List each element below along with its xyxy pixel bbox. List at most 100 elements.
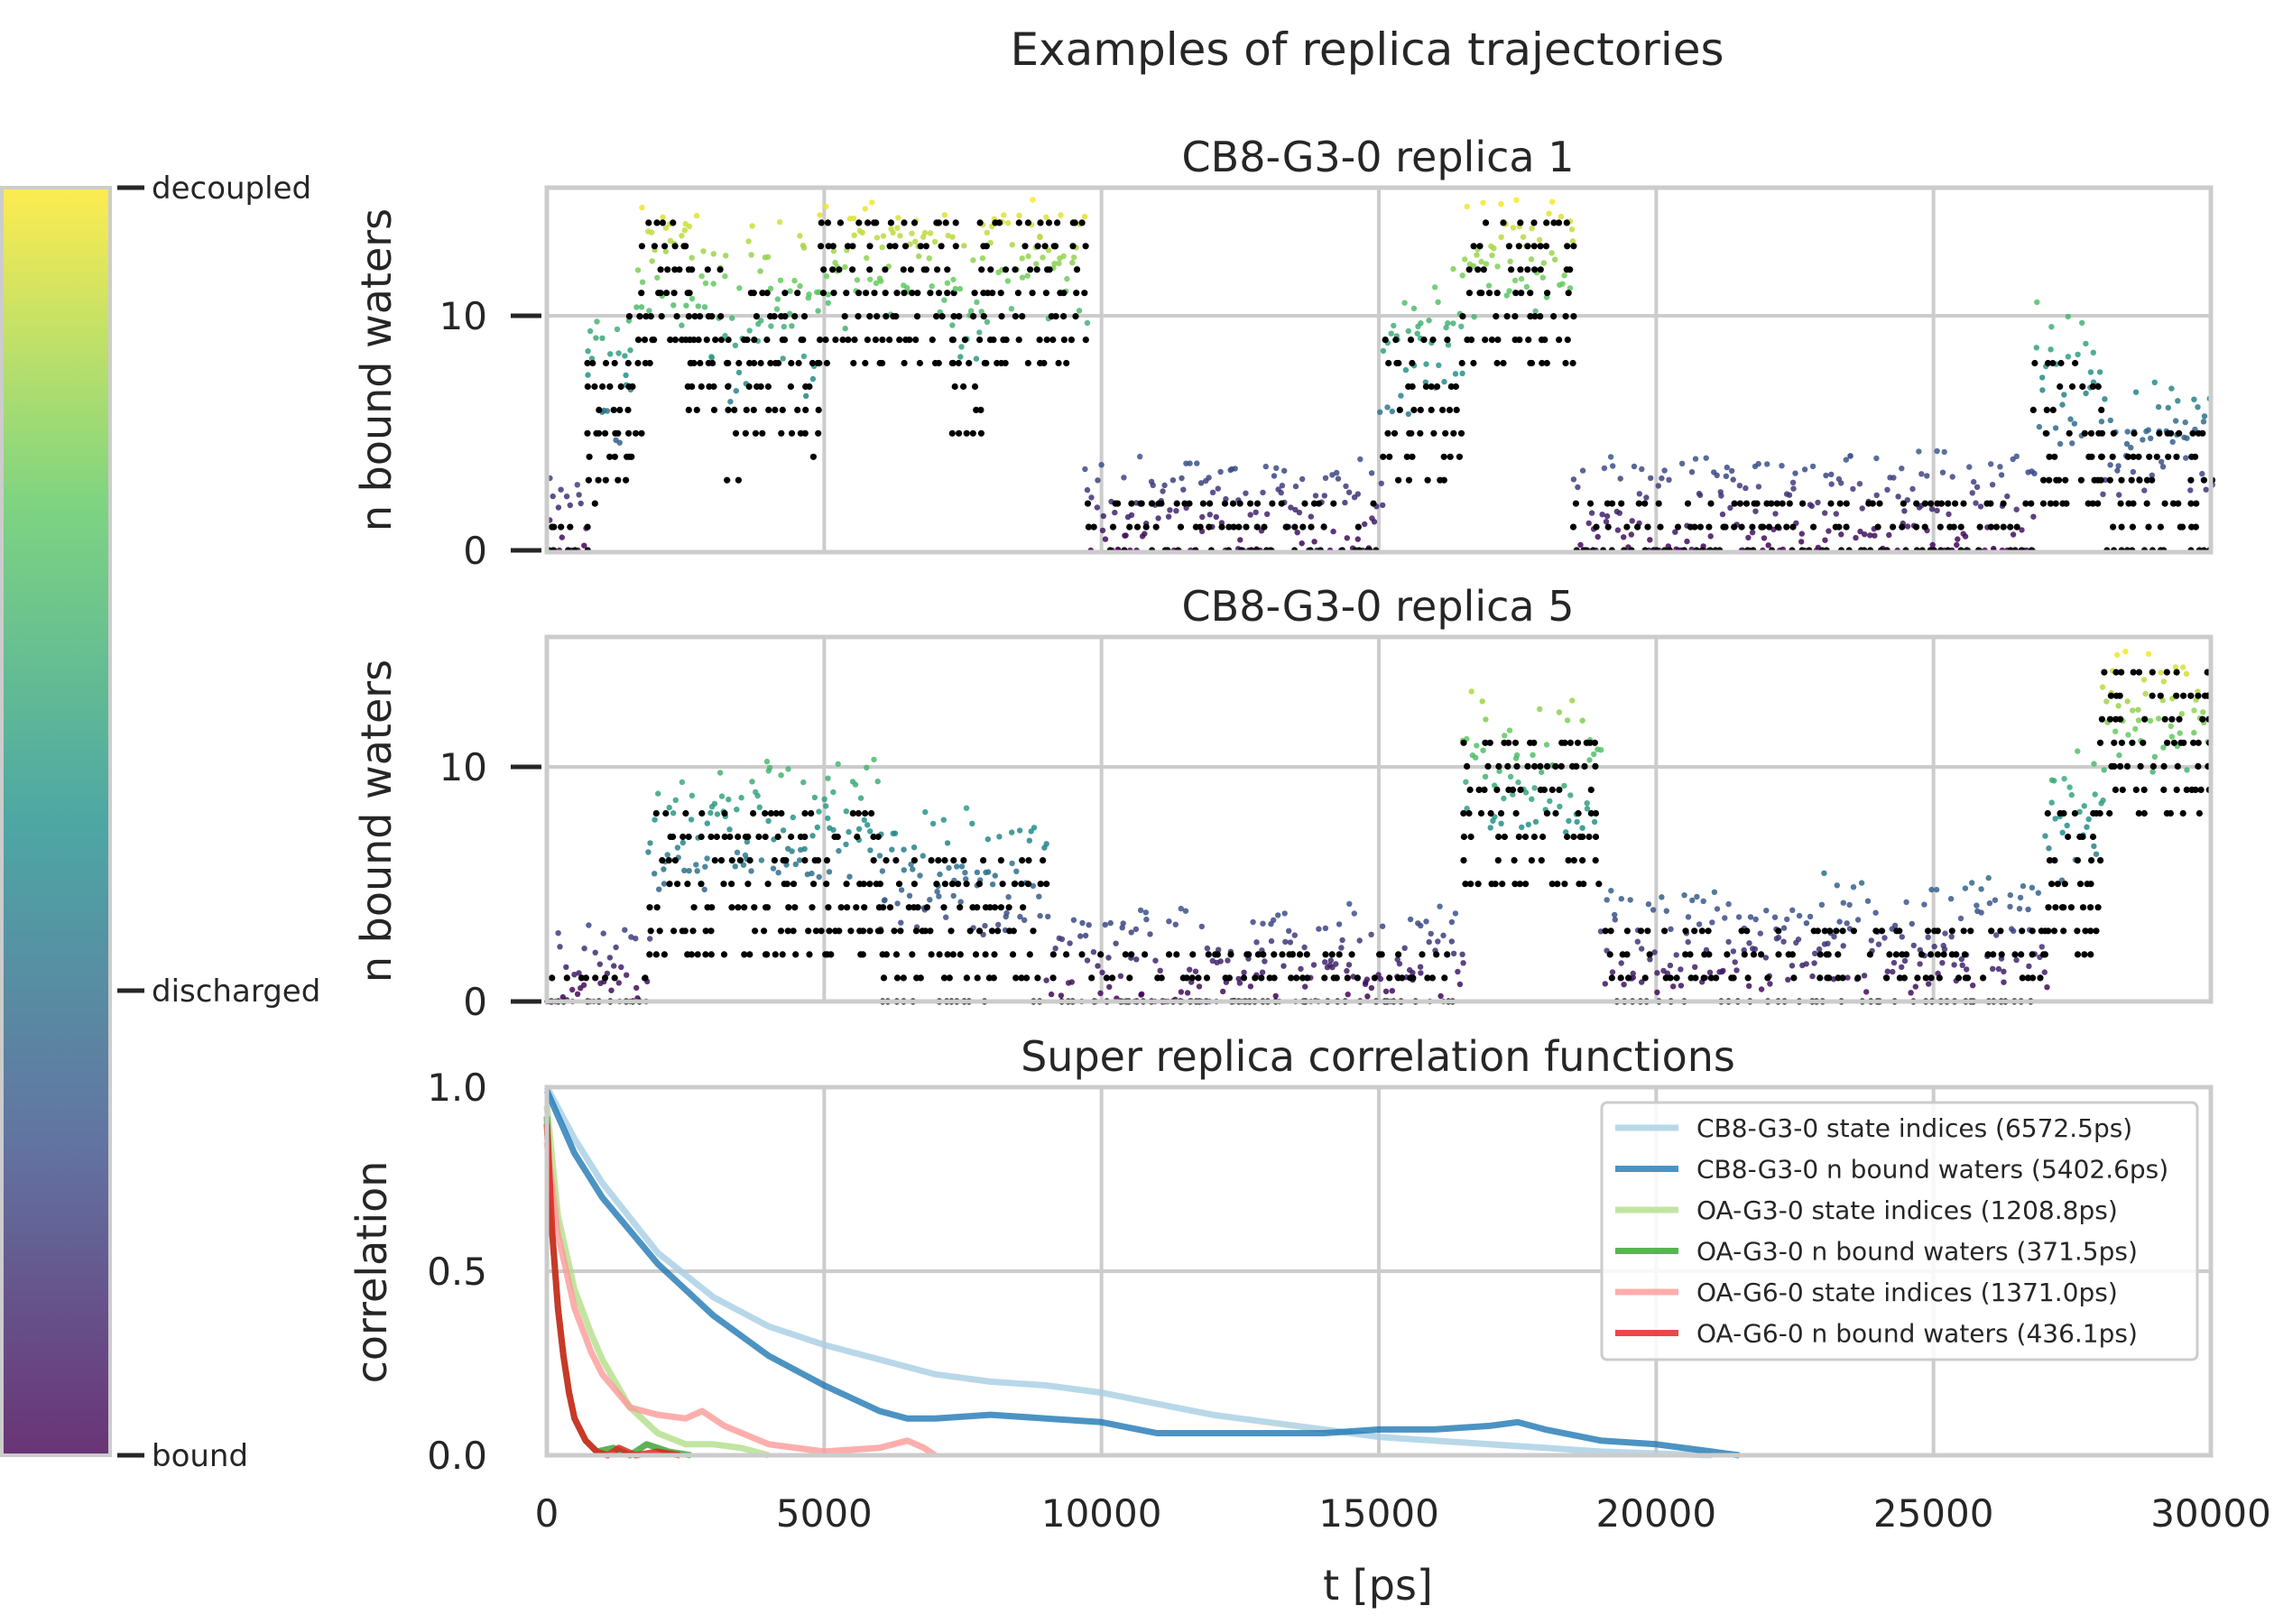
state-dot bbox=[729, 315, 735, 321]
state-dot bbox=[1988, 461, 1994, 467]
state-dot bbox=[2091, 843, 2097, 850]
state-dot bbox=[1595, 533, 1601, 540]
water-count-dot bbox=[940, 904, 948, 911]
state-dot bbox=[1009, 242, 1015, 248]
water-count-dot bbox=[1040, 857, 1047, 864]
water-count-dot bbox=[1927, 951, 1935, 958]
water-count-dot bbox=[601, 974, 609, 982]
state-dot bbox=[2183, 670, 2190, 677]
water-count-dot bbox=[1128, 500, 1135, 507]
state-dot bbox=[1884, 486, 1890, 493]
water-count-dot bbox=[941, 857, 948, 864]
water-count-dot bbox=[1493, 290, 1501, 297]
water-count-dot bbox=[990, 337, 997, 344]
state-dot bbox=[763, 758, 771, 765]
water-count-dot bbox=[1512, 809, 1520, 817]
water-count-dot bbox=[1011, 881, 1018, 888]
water-count-dot bbox=[1554, 881, 1561, 888]
water-count-dot bbox=[1826, 927, 1834, 935]
state-dot bbox=[2132, 725, 2139, 733]
state-dot bbox=[2114, 467, 2121, 474]
state-dot bbox=[1901, 957, 1909, 964]
water-count-dot bbox=[1957, 523, 1964, 531]
state-dot bbox=[1617, 475, 1623, 482]
water-count-dot bbox=[1126, 523, 1133, 531]
state-dot bbox=[733, 388, 739, 394]
water-count-dot bbox=[791, 904, 799, 911]
state-dot bbox=[2061, 775, 2067, 782]
water-count-dot bbox=[1467, 881, 1474, 888]
water-count-dot bbox=[671, 243, 679, 250]
state-dot bbox=[1859, 505, 1865, 512]
state-dot bbox=[1220, 988, 1226, 995]
water-count-dot bbox=[2076, 881, 2084, 888]
water-count-dot bbox=[2087, 904, 2094, 911]
water-count-dot bbox=[725, 337, 732, 344]
state-dot bbox=[1165, 513, 1172, 520]
state-dot bbox=[941, 212, 948, 218]
water-count-dot bbox=[1395, 951, 1402, 958]
water-count-dot bbox=[731, 406, 738, 413]
state-dot bbox=[2039, 374, 2046, 381]
water-count-dot bbox=[725, 383, 732, 391]
water-count-dot bbox=[1921, 500, 1928, 507]
water-count-dot bbox=[1790, 974, 1798, 982]
water-count-dot bbox=[2118, 739, 2125, 746]
water-count-dot bbox=[1775, 951, 1782, 958]
state-dot bbox=[1081, 213, 1088, 220]
state-dot bbox=[2102, 396, 2108, 402]
water-count-dot bbox=[1084, 500, 1092, 507]
state-dot bbox=[627, 347, 633, 354]
water-count-dot bbox=[1540, 786, 1548, 794]
water-count-dot bbox=[1524, 762, 1531, 770]
water-count-dot bbox=[1531, 266, 1539, 273]
state-dot bbox=[1117, 973, 1124, 980]
water-count-dot bbox=[1774, 523, 1781, 531]
water-count-dot bbox=[1002, 266, 1010, 273]
water-count-dot bbox=[1370, 500, 1377, 507]
water-count-dot bbox=[765, 406, 772, 413]
state-dot bbox=[823, 203, 829, 210]
water-count-dot bbox=[866, 243, 874, 250]
water-count-dot bbox=[1564, 337, 1571, 344]
water-count-dot bbox=[1034, 974, 1041, 982]
water-count-dot bbox=[948, 429, 956, 437]
water-count-dot bbox=[710, 406, 718, 413]
water-count-dot bbox=[1071, 219, 1078, 226]
state-dot bbox=[1043, 977, 1049, 983]
state-dot bbox=[2191, 707, 2197, 714]
state-dot bbox=[1780, 925, 1788, 931]
state-dot bbox=[1577, 541, 1584, 549]
state-dot bbox=[1339, 937, 1345, 944]
water-count-dot bbox=[790, 881, 798, 888]
water-count-dot bbox=[864, 219, 872, 226]
panel-3-title: Super replica correlation functions bbox=[1021, 1032, 1735, 1081]
state-dot bbox=[957, 285, 964, 292]
water-count-dot bbox=[989, 290, 996, 297]
state-dot bbox=[1236, 980, 1243, 986]
water-count-dot bbox=[912, 927, 920, 935]
water-count-dot bbox=[1511, 739, 1520, 746]
water-count-dot bbox=[1948, 927, 1955, 935]
state-dot bbox=[660, 214, 666, 220]
state-dot bbox=[571, 972, 578, 978]
state-dot bbox=[1758, 986, 1765, 992]
water-count-dot bbox=[1537, 762, 1544, 770]
state-dot bbox=[1530, 752, 1536, 758]
water-count-dot bbox=[2060, 904, 2067, 911]
state-dot bbox=[1410, 305, 1418, 312]
water-count-dot bbox=[778, 429, 785, 437]
water-count-dot bbox=[1090, 523, 1097, 531]
state-dot bbox=[882, 897, 888, 903]
state-dot bbox=[679, 839, 686, 846]
state-dot bbox=[1058, 992, 1065, 999]
water-count-dot bbox=[983, 243, 990, 250]
water-count-dot bbox=[744, 337, 751, 344]
state-dot bbox=[1822, 510, 1828, 516]
state-dot bbox=[937, 871, 943, 878]
state-dot bbox=[823, 803, 829, 809]
water-count-dot bbox=[829, 266, 837, 273]
water-count-dot bbox=[1082, 243, 1089, 250]
water-count-dot bbox=[653, 219, 661, 226]
state-dot bbox=[1296, 509, 1303, 516]
